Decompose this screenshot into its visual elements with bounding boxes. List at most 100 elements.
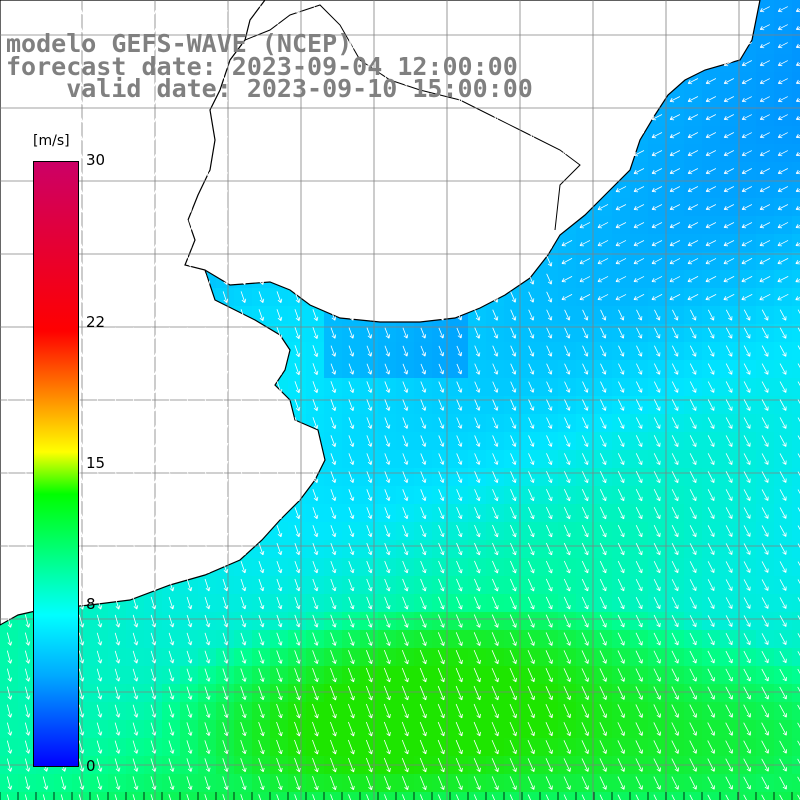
wind-arrow (79, 93, 84, 105)
wind-arrow (617, 632, 625, 646)
wind-arrow (705, 258, 717, 265)
wind-arrow (25, 273, 30, 285)
wind-arrow (581, 668, 589, 682)
wind-arrow (635, 614, 643, 628)
wind-arrow (222, 39, 228, 51)
wind-arrow (491, 703, 499, 719)
valid-date: valid date: 2023-09-10 15:00:00 (6, 74, 533, 103)
wind-arrow (384, 94, 390, 104)
wind-cell (378, 792, 396, 800)
wind-arrow (474, 22, 480, 33)
wind-arrow (600, 381, 607, 393)
wind-arrow (725, 435, 733, 447)
wind-arrow (741, 42, 753, 49)
wind-arrow (743, 668, 751, 682)
wind-arrow (671, 399, 679, 411)
wind-arrow (204, 704, 211, 718)
wind-arrow (312, 776, 319, 791)
wind-arrow (653, 435, 661, 448)
wind-arrow (384, 399, 391, 411)
wind-arrow (258, 525, 265, 538)
wind-arrow (725, 722, 733, 736)
wind-arrow (115, 147, 120, 159)
wind-arrow (654, 345, 661, 357)
wind-arrow (527, 758, 535, 773)
wind-arrow (366, 542, 373, 556)
wind-arrow (779, 776, 787, 790)
wind-arrow (743, 471, 751, 483)
wind-arrow (561, 222, 573, 229)
wind-arrow (741, 293, 753, 301)
wind-arrow (743, 597, 751, 609)
wind-arrow (455, 703, 463, 719)
wind-arrow (204, 506, 211, 520)
wind-arrow (276, 219, 283, 231)
wind-arrow (759, 132, 770, 139)
wind-arrow (24, 776, 31, 790)
wind-arrow (492, 183, 499, 195)
wind-arrow (653, 399, 661, 411)
wind-arrow (579, 186, 591, 193)
wind-arrow (420, 112, 426, 123)
wind-cell (792, 342, 800, 360)
wind-arrow (97, 309, 103, 321)
wind-arrow (366, 776, 373, 791)
wind-arrow (312, 614, 319, 628)
wind-arrow (222, 506, 229, 520)
wind-arrow (761, 489, 769, 501)
wind-arrow (330, 578, 337, 592)
wind-arrow (258, 255, 265, 267)
wind-cell (198, 792, 216, 800)
wind-arrow (25, 57, 30, 69)
wind-arrow (258, 453, 265, 466)
wind-arrow (366, 525, 373, 538)
wind-arrow (78, 488, 85, 502)
wind-arrow (347, 667, 355, 683)
wind-arrow (528, 147, 535, 159)
wind-arrow (401, 685, 409, 701)
wind-arrow (330, 381, 337, 394)
wind-arrow (743, 704, 751, 718)
wind-arrow (312, 703, 319, 719)
wind-arrow (294, 543, 301, 556)
wind-arrow (653, 686, 661, 700)
wind-arrow (276, 721, 283, 737)
wind-arrow (653, 363, 661, 375)
wind-arrow (7, 381, 13, 394)
wind-arrow (401, 757, 409, 773)
wind-arrow (581, 596, 589, 610)
wind-arrow (779, 489, 787, 501)
wind-arrow (348, 776, 355, 791)
wind-arrow (546, 291, 553, 303)
wind-arrow (456, 560, 463, 574)
wind-cell (792, 36, 800, 54)
wind-arrow (240, 506, 247, 520)
wind-arrow (510, 489, 517, 502)
wind-arrow (561, 150, 573, 157)
wind-arrow (114, 398, 121, 412)
wind-arrow (725, 579, 733, 591)
wind-arrow (797, 309, 800, 315)
wind-arrow (258, 129, 264, 141)
wind-arrow (366, 489, 373, 502)
wind-arrow (546, 201, 553, 213)
wind-arrow (797, 740, 800, 747)
wind-arrow (222, 740, 229, 755)
wind-arrow (707, 579, 715, 592)
wind-cell (72, 792, 90, 800)
wind-arrow (561, 258, 573, 265)
wind-arrow (7, 291, 12, 303)
wind-arrow (240, 363, 247, 376)
wind-arrow (61, 93, 66, 105)
wind-arrow (653, 597, 661, 610)
wind-arrow (438, 524, 445, 538)
wind-arrow (133, 93, 138, 105)
wind-arrow (60, 776, 67, 790)
wind-arrow (384, 507, 391, 520)
wind-arrow (564, 363, 571, 375)
wind-arrow (294, 111, 300, 123)
wind-arrow (222, 255, 229, 267)
wind-arrow (635, 489, 643, 502)
wind-arrow (402, 578, 409, 592)
wind-arrow (330, 345, 337, 357)
